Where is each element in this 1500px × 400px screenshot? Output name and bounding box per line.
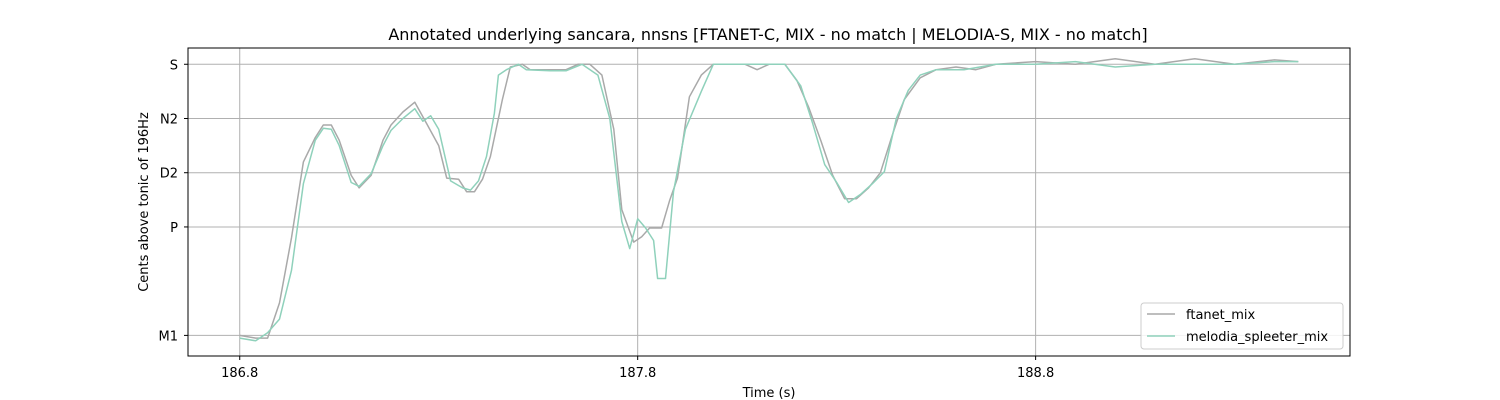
y-tick-label: P — [170, 221, 178, 236]
series-layer — [239, 58, 1299, 342]
legend-label-ftanet: ftanet_mix — [1186, 308, 1256, 323]
y-tick-label: M1 — [159, 329, 179, 344]
y-tick-label: S — [170, 58, 178, 73]
x-tick-label: 186.8 — [221, 366, 258, 381]
series-line-melodia-spleeter-mix — [239, 60, 1299, 342]
y-tick-label: N2 — [160, 112, 178, 127]
plot-frame — [187, 47, 1351, 357]
legend-label-melodia: melodia_spleeter_mix — [1186, 330, 1328, 345]
series-line-ftanet-mix — [239, 58, 1299, 339]
x-axis-label: Time (s) — [742, 386, 796, 400]
y-axis-label: Cents above tonic of 196Hz — [137, 112, 152, 292]
chart-title: Annotated underlying sancara, nnsns [FTA… — [388, 25, 1147, 44]
legend: ftanet_mix melodia_spleeter_mix — [1140, 302, 1344, 350]
x-tick-label: 188.8 — [1017, 366, 1054, 381]
grid-layer — [188, 48, 1350, 356]
y-tick-label: D2 — [160, 167, 178, 182]
x-tick-label: 187.8 — [619, 366, 656, 381]
legend-box — [1140, 302, 1344, 350]
tick-layer: 186.8 187.8 188.8 M1 P D2 N2 S — [159, 58, 1055, 381]
